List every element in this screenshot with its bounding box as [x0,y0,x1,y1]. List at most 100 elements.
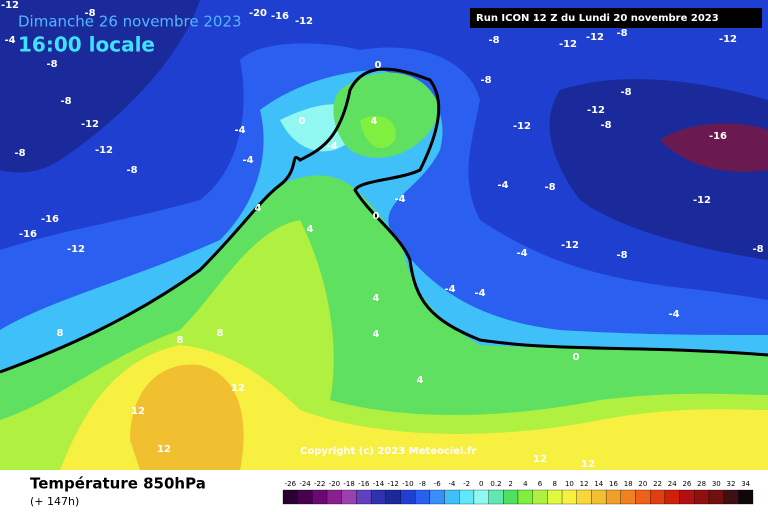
legend-swatch [370,489,386,505]
legend-label: 6 [538,480,543,488]
legend-swatch [473,489,489,505]
contour-label: 0 [299,116,306,127]
legend-swatch [532,489,548,505]
contour-label: -12 [693,195,711,206]
legend-label: 12 [580,480,589,488]
contour-label: -8 [46,59,57,70]
contour-label: 4 [417,375,424,386]
contour-label: 4 [373,329,380,340]
map-background [0,0,768,470]
legend-swatch [591,489,607,505]
legend-label: 34 [741,480,750,488]
contour-label: -12 [513,121,531,132]
legend-label: -24 [299,480,311,488]
legend-swatch [738,489,754,505]
legend-swatch [282,489,298,505]
legend-label: -4 [448,480,456,488]
contour-label: -16 [271,11,289,22]
legend-swatch [635,489,651,505]
legend-swatch [459,489,475,505]
contour-label: -20 [249,8,267,19]
legend-label: 22 [653,480,662,488]
legend-swatch [297,489,313,505]
contour-label: -8 [488,35,499,46]
contour-label: 4 [255,203,262,214]
legend-swatch [547,489,563,505]
contour-label: -8 [14,148,25,159]
contour-label: 12 [157,444,171,455]
contour-label: 4 [371,116,378,127]
legend-label: 26 [682,480,691,488]
contour-label: 4 [373,293,380,304]
contour-label: -4 [242,155,253,166]
legend-label: 24 [668,480,677,488]
legend-label: -6 [434,480,442,488]
legend-swatch [708,489,724,505]
legend-swatch [664,489,680,505]
contour-label: 12 [533,454,547,465]
map-labels: -12-8 -20 -16 -12-4-8-8-12-12-12-12-8-8-12-… [1,0,764,470]
legend-swatch [341,489,357,505]
legend-label: -20 [329,480,340,488]
contour-label: -4 [234,125,245,136]
contour-label: -4 [326,141,337,152]
legend-swatch [356,489,372,505]
legend-label: -14 [373,480,385,488]
legend-label: -16 [358,480,370,488]
contour-label: -8 [620,87,631,98]
legend-label: 8 [552,480,556,488]
footer-title: Température 850hPa [30,475,206,493]
legend-swatch [650,489,666,505]
legend-swatch [488,489,504,505]
contour-label: -8 [752,244,763,255]
legend-label: 20 [638,480,647,488]
legend-swatch [415,489,431,505]
contour-label: -4 [474,288,485,299]
contour-label: 8 [177,335,184,346]
copyright: Copyright (c) 2023 Meteociel.fr [300,446,477,457]
contour-label: -8 [84,8,95,19]
legend-label: 2 [508,480,512,488]
legend-swatch [679,489,695,505]
legend-label: -12 [387,480,398,488]
legend-label: 14 [594,480,603,488]
contour-label: 12 [581,459,595,470]
legend-swatch [385,489,401,505]
legend-label: 30 [712,480,721,488]
contour-label: -8 [60,96,71,107]
legend-swatch [517,489,533,505]
contour-label: 12 [131,406,145,417]
legend-label: 28 [697,480,706,488]
contour-label: -8 [616,28,627,39]
contour-label: -8 [616,250,627,261]
date: Dimanche 26 novembre 2023 [18,13,242,31]
legend-label: 18 [624,480,633,488]
contour-label: -12 [719,34,737,45]
contour-label: -12 [295,16,313,27]
legend-label: 16 [609,480,618,488]
legend-swatch [561,489,577,505]
legend-swatch [312,489,328,505]
legend-label: 0 [479,480,483,488]
legend: -26 -24 -22 -20 -18 -16 -14 -12 -10 -8 -6 -4 -2 0 0.2 2… [282,480,754,505]
contour-label: -12 [559,39,577,50]
footer-subtitle: (+ 147h) [30,495,79,508]
time: 16:00 locale [18,33,155,57]
legend-label: -10 [402,480,413,488]
contour-label: -12 [1,0,19,11]
contour-label: 12 [231,383,245,394]
contour-label: -8 [544,182,555,193]
legend-label: -22 [314,480,325,488]
legend-label: -26 [285,480,297,488]
contour-label: -12 [561,240,579,251]
contour-label: -16 [709,131,727,142]
legend-swatch [605,489,621,505]
contour-label: 0 [375,60,382,71]
legend-swatch [576,489,592,505]
contour-label: -12 [95,145,113,156]
legend-swatch [723,489,739,505]
legend-swatch [620,489,636,505]
legend-label: 32 [727,480,736,488]
legend-label: -2 [463,480,470,488]
